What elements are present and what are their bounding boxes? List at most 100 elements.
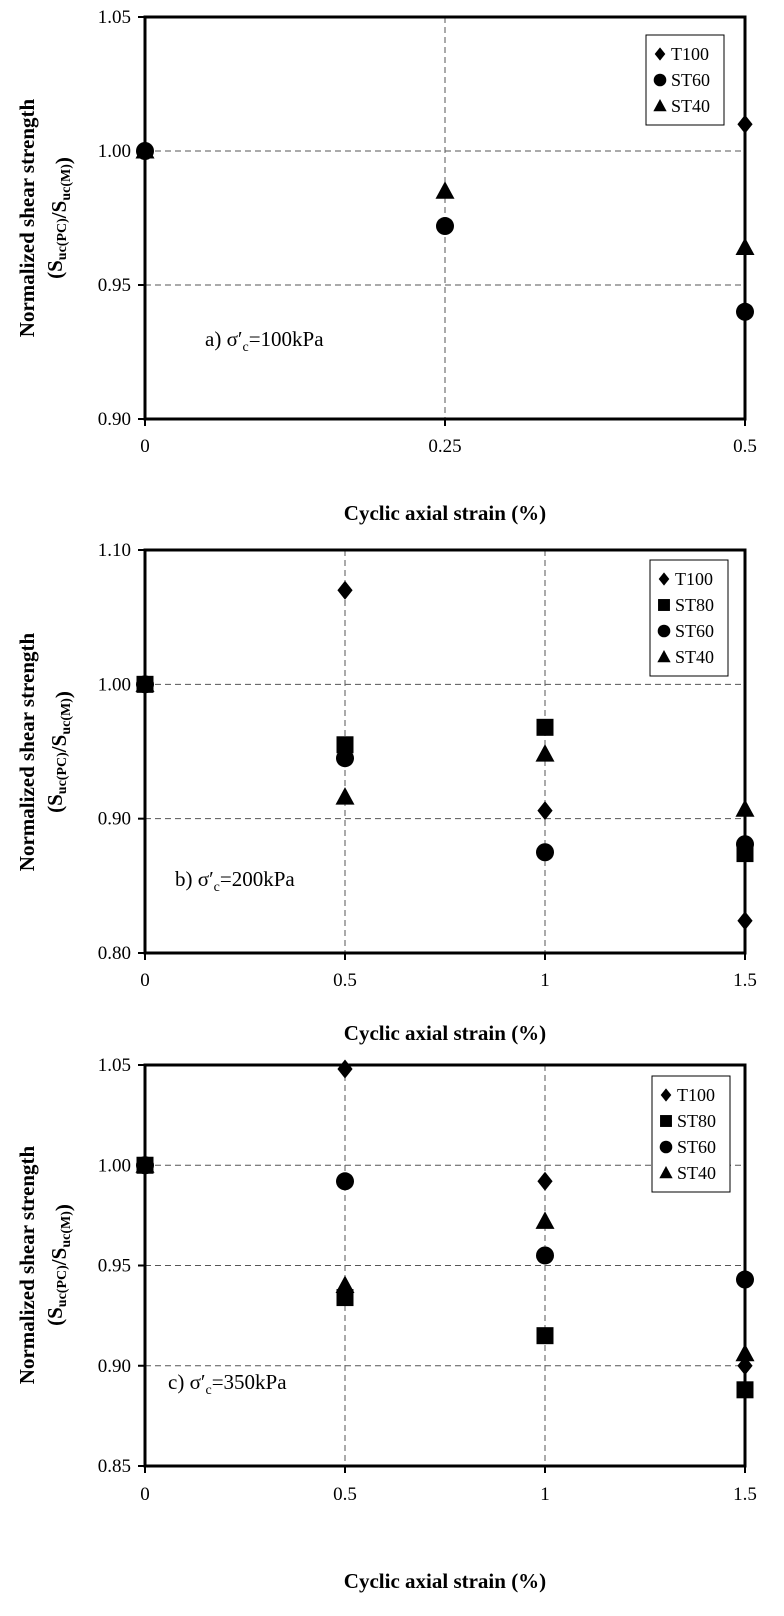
x-tick-label: 0.25 [428, 436, 461, 457]
y-tick-label: 0.95 [98, 1256, 131, 1277]
data-point-ST80 [536, 718, 554, 736]
x-tick-label: 0.5 [733, 436, 757, 457]
y-tick-label: 0.90 [98, 409, 131, 430]
data-point-ST40 [135, 141, 155, 159]
legend-marker-ST40 [657, 650, 671, 663]
y-tick-label: 0.90 [98, 1356, 131, 1377]
series-ST40 [135, 141, 755, 255]
legend: T100 ST80 ST60 ST40 [649, 559, 729, 677]
y-tick-label: 1.05 [98, 7, 131, 28]
data-point-T100 [337, 580, 353, 600]
y-axis-label: Normalized shear strength [15, 1146, 39, 1385]
legend-marker-ST60 [653, 73, 667, 87]
x-tick-label: 0.5 [333, 970, 357, 991]
x-tick-label: 1.5 [733, 970, 757, 991]
data-point-ST40 [535, 744, 555, 762]
data-point-T100 [337, 1059, 353, 1079]
legend: T100 ST60 ST40 [645, 34, 725, 126]
legend-label: ST80 [675, 595, 714, 615]
legend-marker-ST80 [660, 1115, 672, 1127]
series-ST40 [135, 674, 755, 817]
x-tick-label: 0 [140, 1484, 150, 1505]
data-point-ST40 [135, 674, 155, 692]
legend-label: ST40 [677, 1163, 716, 1183]
legend-label: T100 [671, 44, 709, 64]
data-point-ST60 [436, 217, 454, 236]
legend-marker-ST40 [659, 1166, 673, 1179]
data-point-ST40 [435, 181, 455, 199]
data-point-ST40 [735, 799, 755, 817]
y-tick-label: 1.05 [98, 1055, 131, 1076]
x-tick-label: 1.5 [733, 1484, 757, 1505]
data-point-ST40 [335, 1275, 355, 1294]
data-point-T100 [737, 114, 753, 134]
panel-annotation: b) σ′c=200kPa [175, 867, 295, 895]
legend: T100 ST80 ST60 ST40 [651, 1075, 731, 1193]
legend-label: T100 [677, 1085, 715, 1105]
series-ST80 [136, 1156, 754, 1399]
data-point-ST60 [736, 1270, 754, 1289]
legend-label: T100 [675, 569, 713, 589]
legend-marker-T100 [658, 572, 670, 586]
x-axis-label: Cyclic axial strain (%) [344, 501, 546, 525]
legend-marker-ST60 [659, 1140, 673, 1154]
y-tick-label: 1.00 [98, 1155, 131, 1176]
data-point-ST40 [735, 1343, 755, 1362]
data-point-ST60 [536, 1246, 554, 1265]
series-ST60 [136, 675, 754, 862]
y-axis-label-ratio: (Suc(PC)/Suc(M)) [43, 157, 75, 279]
data-point-ST60 [336, 749, 354, 768]
y-tick-label: 0.85 [98, 1456, 131, 1477]
data-point-ST80 [736, 1381, 754, 1399]
series-ST80 [136, 675, 754, 863]
x-tick-label: 0 [140, 970, 150, 991]
y-tick-label: 1.10 [98, 540, 131, 561]
x-axis-label: Cyclic axial strain (%) [344, 1021, 546, 1045]
data-point-ST60 [336, 1172, 354, 1191]
y-tick-label: 0.95 [98, 275, 131, 296]
data-point-ST60 [536, 843, 554, 862]
x-tick-label: 1 [540, 1484, 550, 1505]
y-axis-label-ratio: (Suc(PC)/Suc(M)) [43, 691, 75, 813]
data-point-ST60 [736, 302, 754, 321]
data-point-T100 [737, 911, 753, 931]
y-tick-label: 1.00 [98, 674, 131, 695]
data-point-T100 [537, 801, 553, 821]
data-point-ST40 [735, 237, 755, 255]
legend-marker-ST60 [657, 624, 671, 638]
panel-annotation: c) σ′c=350kPa [168, 1370, 287, 1398]
y-axis-label-ratio: (Suc(PC)/Suc(M)) [43, 1204, 75, 1326]
panel-annotation: a) σ′c=100kPa [205, 327, 324, 355]
legend-label: ST60 [671, 70, 710, 90]
x-tick-label: 0 [140, 436, 150, 457]
y-tick-label: 1.00 [98, 141, 131, 162]
legend-marker-ST80 [658, 599, 670, 611]
data-point-ST80 [336, 1289, 354, 1307]
legend-label: ST40 [671, 96, 710, 116]
legend-label: ST60 [675, 621, 714, 641]
x-axis-label: Cyclic axial strain (%) [344, 1569, 546, 1593]
legend-marker-T100 [660, 1088, 672, 1102]
y-tick-label: 0.90 [98, 809, 131, 830]
legend-label: ST60 [677, 1137, 716, 1157]
y-axis-label: Normalized shear strength [15, 99, 39, 338]
data-point-ST40 [535, 1211, 555, 1229]
x-tick-label: 0.5 [333, 1484, 357, 1505]
y-tick-label: 0.80 [98, 943, 131, 964]
data-point-ST40 [135, 1155, 155, 1173]
data-point-ST80 [336, 736, 354, 754]
series-ST40 [135, 1155, 755, 1362]
data-point-ST80 [536, 1327, 554, 1345]
x-tick-label: 1 [540, 970, 550, 991]
data-point-T100 [537, 1171, 553, 1191]
legend-marker-ST40 [653, 99, 667, 112]
legend-label: ST40 [675, 647, 714, 667]
chart-panel-a: 0.90 0.95 1.00 1.05 0 0.25 0.5 Cyclic axial str… [15, 7, 757, 525]
y-axis-label: Normalized shear strength [15, 633, 39, 872]
plot-frame [143, 548, 747, 955]
data-point-ST40 [335, 787, 355, 805]
data-point-ST60 [736, 835, 754, 854]
legend-marker-T100 [654, 47, 666, 61]
chart-panel-b: 0.80 0.90 1.00 1.10 0 0.5 1 1.5 Cyclic axial str… [15, 540, 757, 1045]
